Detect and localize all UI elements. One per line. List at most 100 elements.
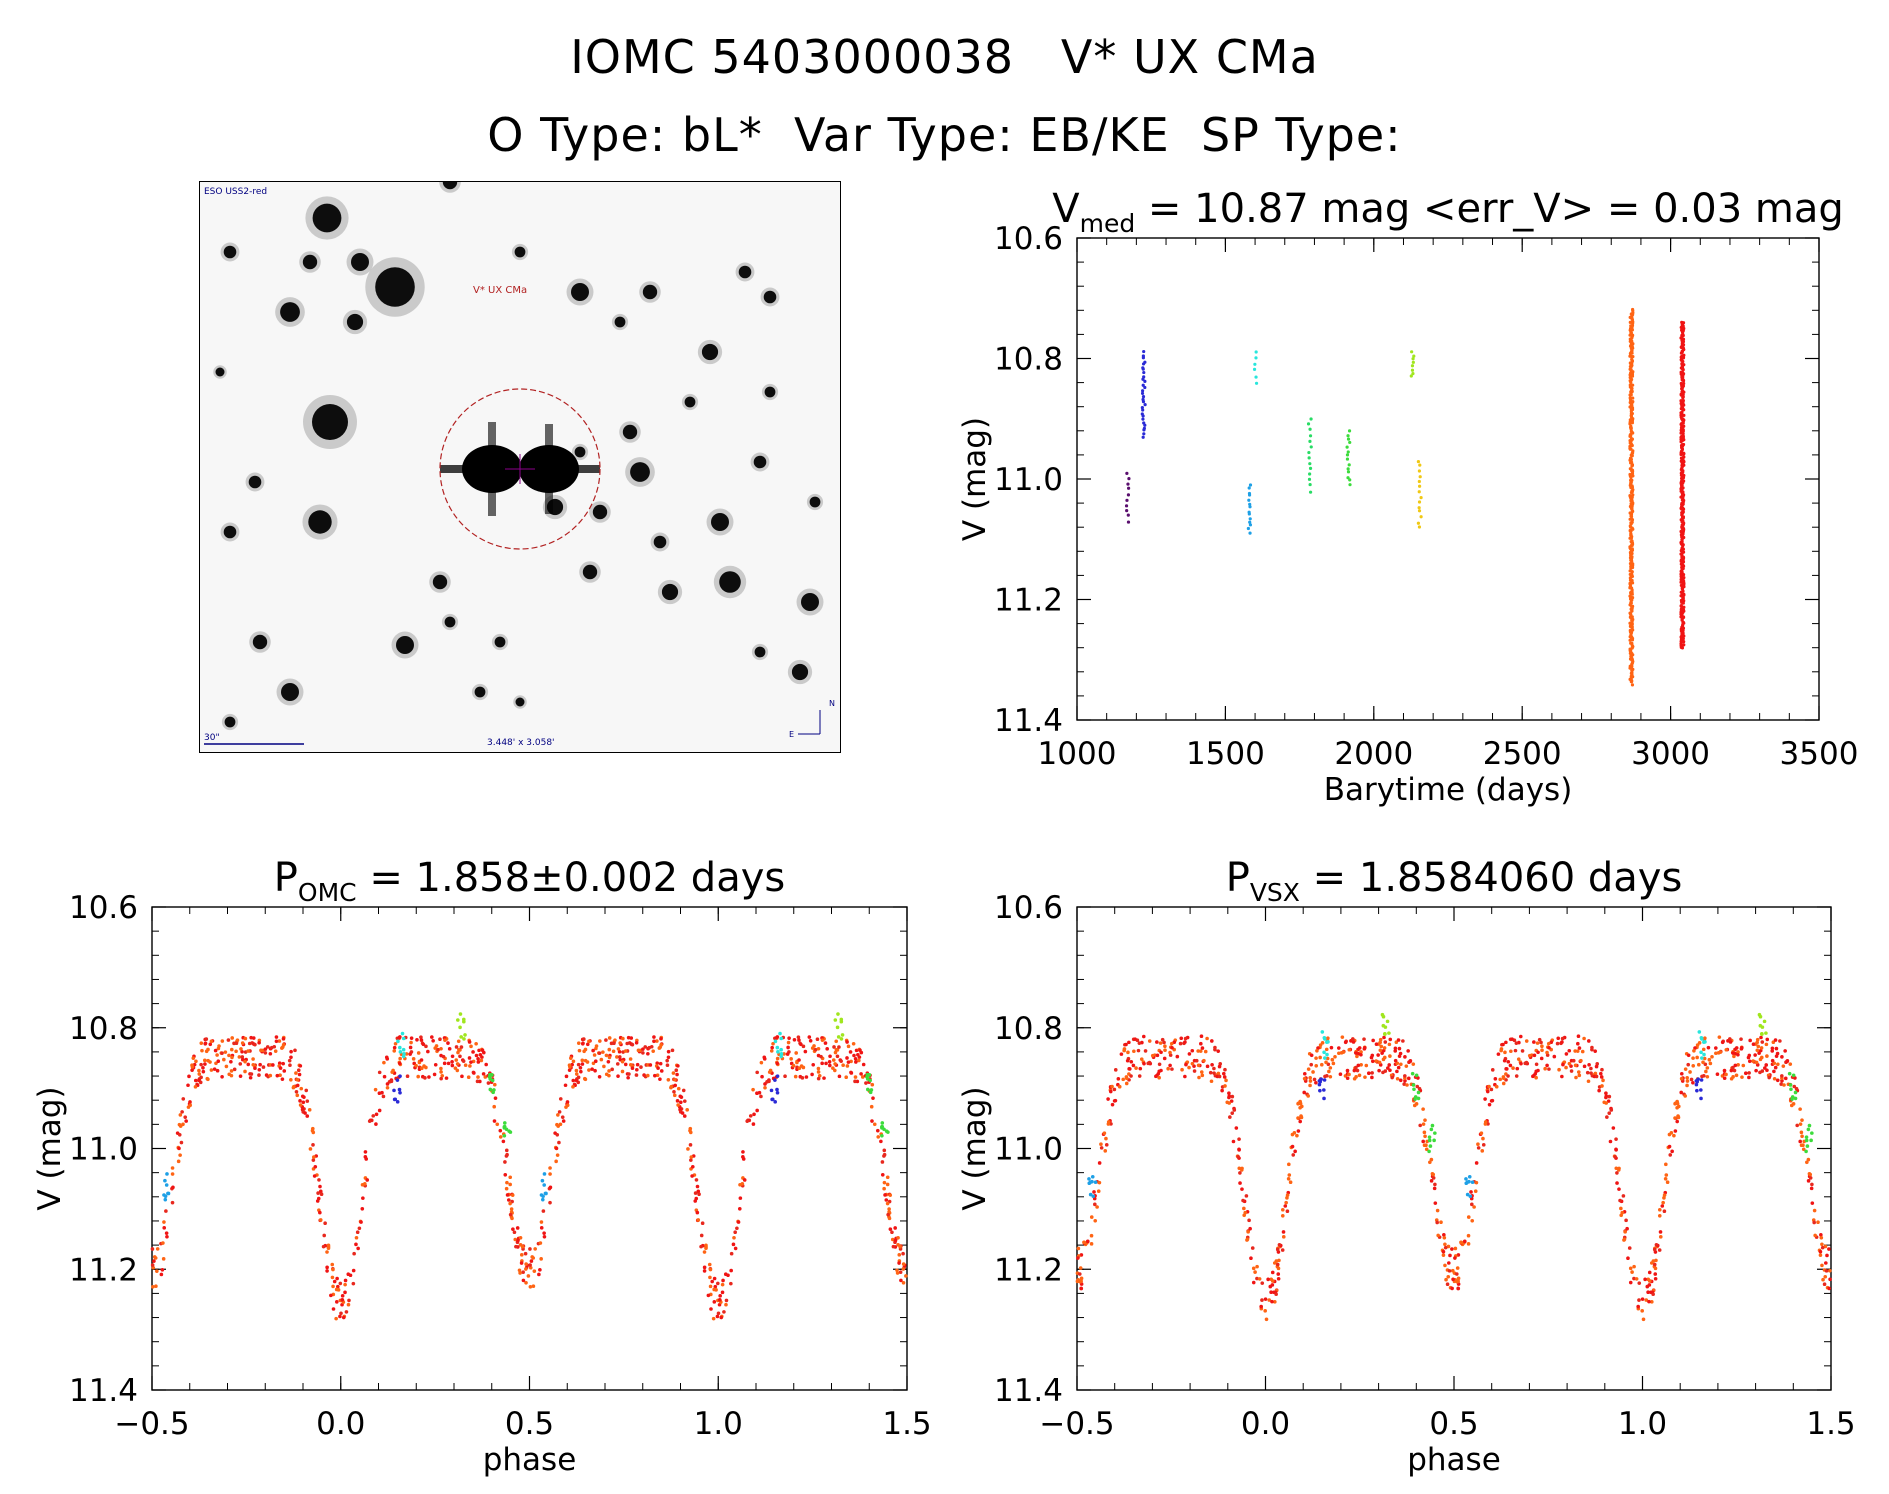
data-point [1221,1071,1226,1076]
data-point [1124,504,1129,508]
data-point [1805,1160,1809,1165]
data-point [598,1039,602,1043]
data-point [385,1057,390,1061]
data-point [457,1063,461,1067]
data-point [1783,1049,1787,1053]
data-point [1185,1035,1190,1040]
data-point [271,1063,275,1067]
data-point [265,1045,270,1049]
data-point [618,1057,623,1062]
data-point [363,1150,368,1154]
data-point [1628,440,1633,445]
data-point [252,1042,256,1046]
data-point [1137,1041,1142,1045]
data-point [1765,1037,1770,1042]
data-point [191,1056,196,1060]
data-point [1680,587,1684,591]
data-point [1681,372,1686,376]
data-point [1277,1242,1282,1247]
data-point [1680,402,1684,406]
data-point [583,1047,588,1052]
data-point [1126,513,1130,517]
data-point [1466,1215,1471,1219]
data-point [1628,630,1633,634]
data-point [216,1059,221,1064]
data-point [696,1189,701,1194]
data-point [250,1041,254,1045]
data-point [1685,1079,1690,1083]
data-point [1679,351,1684,355]
data-point [1142,1061,1146,1066]
data-point [1631,562,1635,566]
data-point [657,1046,662,1050]
data-point [1199,1034,1204,1038]
data-point [162,1193,166,1197]
data-point [1681,589,1685,594]
data-point [1248,1226,1252,1231]
data-point [326,1245,331,1249]
data-point [686,1147,690,1151]
data-point [1679,381,1683,386]
data-point [1593,1049,1598,1053]
data-point [858,1048,862,1053]
data-point [1253,362,1257,366]
data-point [1752,1060,1757,1064]
data-point [1474,1180,1479,1185]
data-point [1618,1198,1622,1203]
data-point [502,1121,507,1125]
data-point [1345,1076,1350,1081]
data-point [1630,586,1634,590]
data-point [1780,1074,1784,1078]
data-point [1411,1099,1416,1103]
data-point [1326,1062,1331,1067]
data-point [1759,1035,1763,1040]
data-point [420,1041,425,1046]
data-point [1413,1097,1417,1101]
data-point [1393,1049,1398,1053]
data-point [1238,1171,1242,1175]
data-point [1631,321,1635,326]
data-point [1318,1045,1322,1050]
data-point [1680,337,1685,341]
data-point [1286,1176,1291,1181]
data-point [539,1257,543,1261]
data-point [1527,1053,1532,1058]
data-point [1428,1144,1433,1148]
data-point [1446,1274,1451,1279]
field-star [280,302,300,322]
data-point [515,1245,520,1249]
data-point [1388,1054,1392,1058]
data-point [1822,1268,1827,1272]
data-point [655,1073,660,1078]
data-point [1768,1073,1772,1077]
data-point [870,1082,875,1087]
data-point [845,1056,849,1060]
data-point [610,1067,614,1072]
data-point [741,1176,745,1180]
data-point [1628,315,1632,319]
data-point [1778,1039,1782,1043]
data-point [1629,631,1634,635]
data-point [666,1077,671,1082]
data-point [1628,664,1632,668]
data-point [1680,555,1684,559]
data-point [1641,1317,1646,1322]
x-tick-label: 1.5 [1806,1406,1855,1442]
data-point [1251,1280,1256,1285]
data-point [1765,1054,1769,1058]
data-point [1428,1160,1432,1165]
data-point [1717,1035,1722,1039]
data-point [583,1077,588,1082]
data-point [1680,349,1685,353]
data-point [1630,618,1634,622]
data-point [717,1298,722,1302]
data-point [492,1082,497,1087]
data-point [299,1086,304,1091]
data-point [1681,339,1686,344]
data-point [519,1253,524,1257]
data-point [1681,577,1685,581]
data-point [1679,471,1683,475]
data-point [1253,1270,1257,1274]
data-point [885,1201,890,1206]
data-point [1264,1317,1269,1322]
